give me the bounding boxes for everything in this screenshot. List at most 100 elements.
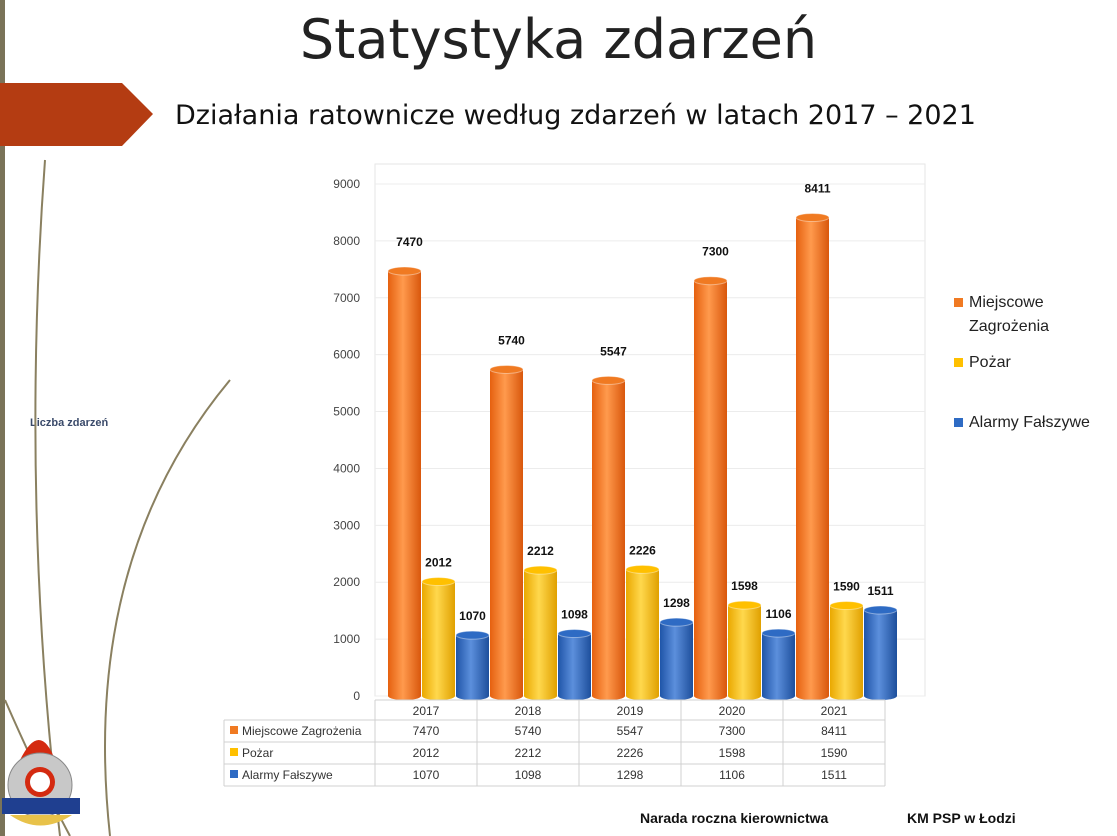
bar-2018-0: 5740: [489, 333, 525, 700]
bar-base: [762, 692, 795, 700]
bar-2017-2: 1070: [455, 609, 490, 700]
bar-top: [489, 364, 524, 374]
bar-top: [387, 266, 422, 276]
y-tick-label: 5000: [333, 405, 360, 419]
bar-body: [524, 570, 557, 696]
table-cell: 5740: [515, 724, 542, 738]
bar-body: [694, 280, 727, 696]
bar-2017-1: 2012: [421, 556, 456, 700]
bar-base: [388, 692, 421, 700]
psp-logo: [2, 740, 80, 826]
legend-swatch: [954, 298, 963, 307]
bar-2020-1: 1598: [727, 579, 762, 700]
table-cell: 2012: [413, 746, 440, 760]
y-tick-label: 8000: [333, 234, 360, 248]
footer-right: KM PSP w Łodzi: [907, 810, 1016, 826]
bar-body: [728, 605, 761, 696]
bar-base: [660, 692, 693, 700]
bar-body: [626, 569, 659, 696]
y-tick-label: 9000: [333, 177, 360, 191]
slide-subtitle: Działania ratownicze według zdarzeń w la…: [175, 100, 976, 131]
bar-body: [660, 622, 693, 696]
bar-2018-1: 2212: [523, 544, 558, 700]
table-row-label: Miejscowe Zagrożenia: [242, 724, 362, 738]
data-label: 5740: [498, 333, 525, 347]
table-cell: 8411: [821, 724, 847, 738]
legend-swatch: [954, 358, 963, 367]
bar-base: [490, 692, 523, 700]
arrow-decoration: [0, 83, 153, 146]
bar-base: [592, 692, 625, 700]
table-cell: 2226: [617, 746, 644, 760]
y-tick-label: 7000: [333, 291, 360, 305]
bar-base: [456, 692, 489, 700]
legend-item: Pożar: [954, 354, 1011, 371]
bar-2019-1: 2226: [625, 543, 660, 700]
x-tick-label: 2021: [821, 704, 848, 718]
table-cell: 7470: [413, 724, 440, 738]
data-label: 1590: [833, 580, 860, 594]
data-label: 1106: [765, 607, 791, 621]
table-cell: 1298: [617, 768, 644, 782]
data-label: 1511: [867, 584, 893, 598]
bar-base: [558, 692, 591, 700]
legend-label: Zagrożenia: [969, 318, 1049, 335]
bar-body: [490, 369, 523, 696]
table-cell: 1106: [719, 768, 745, 782]
y-tick-label: 1000: [333, 632, 360, 646]
decorative-line: [104, 379, 231, 836]
table-cell: 2212: [515, 746, 542, 760]
data-label: 2226: [629, 543, 656, 557]
bar-base: [524, 692, 557, 700]
bar-base: [694, 692, 727, 700]
bar-2020-0: 7300: [693, 245, 729, 700]
legend-label: Miejscowe: [969, 294, 1044, 311]
bar-top: [795, 213, 830, 223]
table-legend-swatch: [230, 726, 238, 734]
bar-base: [422, 692, 455, 700]
bar-base: [626, 692, 659, 700]
bar-top: [829, 601, 864, 611]
y-tick-label: 4000: [333, 461, 360, 475]
y-tick-label: 3000: [333, 518, 360, 532]
bar-2017-0: 7470: [387, 235, 423, 700]
bar-top: [625, 564, 660, 574]
legend-swatch: [954, 418, 963, 427]
data-label: 2012: [425, 556, 452, 570]
bar-2018-2: 1098: [557, 608, 592, 700]
bar-body: [592, 380, 625, 696]
decorative-line: [34, 159, 61, 836]
bar-top: [557, 629, 592, 639]
data-label: 1070: [459, 609, 486, 623]
y-axis-label: Liczba zdarzeń: [30, 417, 109, 429]
data-label: 1098: [561, 608, 588, 622]
bar-2020-2: 1106: [761, 607, 796, 700]
bar-2019-2: 1298: [659, 596, 694, 700]
bar-top: [523, 565, 558, 575]
legend-item: Miejscowe Zagrożenia: [954, 294, 1049, 335]
bar-top: [591, 375, 626, 385]
x-tick-label: 2019: [617, 704, 644, 718]
table-row-label: Pożar: [242, 746, 273, 760]
bar-body: [422, 581, 455, 696]
slide-title: Statystyka zdarzeń: [299, 8, 818, 71]
bar-body: [762, 633, 795, 696]
data-label: 5547: [600, 344, 627, 358]
legend-label: Alarmy Fałszywe: [969, 414, 1090, 431]
table-cell: 1590: [821, 746, 848, 760]
bar-body: [456, 635, 489, 696]
data-label: 8411: [804, 182, 830, 196]
legend-label: Pożar: [969, 354, 1011, 371]
bar-top: [421, 577, 456, 587]
bar-2021-1: 1590: [829, 580, 864, 700]
bar-body: [796, 217, 829, 696]
table-cell: 1098: [515, 768, 542, 782]
table-cell: 1070: [413, 768, 440, 782]
data-label: 1298: [663, 596, 690, 610]
y-tick-label: 2000: [333, 575, 360, 589]
table-legend-swatch: [230, 748, 238, 756]
bar-top: [761, 628, 796, 638]
table-cell: 1598: [719, 746, 746, 760]
bar-base: [830, 692, 863, 700]
left-accent-bar: [0, 0, 5, 836]
